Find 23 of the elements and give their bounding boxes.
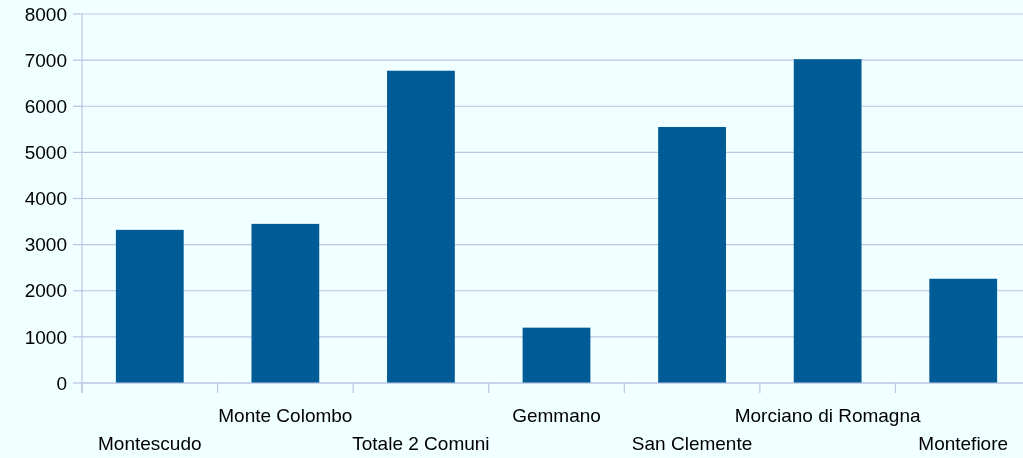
y-tick-label: 6000	[24, 95, 67, 117]
x-tick-label: San Clemente	[631, 432, 753, 454]
bar	[658, 127, 726, 383]
bar	[251, 223, 320, 383]
y-tick-label: 3000	[24, 234, 67, 256]
bar	[522, 327, 591, 383]
x-tick-label: Montefiore	[918, 432, 1009, 454]
y-tick-label: 7000	[24, 49, 67, 71]
y-tick-label: 4000	[24, 188, 67, 210]
x-tick-label: Montescudo	[98, 432, 202, 454]
bar	[387, 70, 455, 383]
x-tick-label: Monte Colombo	[218, 404, 353, 426]
y-tick-label: 5000	[24, 142, 67, 164]
y-tick-label: 0	[56, 372, 67, 394]
y-tick-label: 8000	[24, 3, 67, 25]
x-tick-label: Gemmano	[512, 404, 601, 426]
bar	[929, 278, 998, 383]
bar	[115, 229, 184, 383]
y-tick-label: 2000	[24, 280, 67, 302]
bar	[793, 59, 862, 383]
y-tick-label: 1000	[24, 326, 67, 348]
x-tick-label: Morciano di Romagna	[734, 404, 922, 426]
x-tick-label: Totale 2 Comuni	[352, 432, 490, 454]
